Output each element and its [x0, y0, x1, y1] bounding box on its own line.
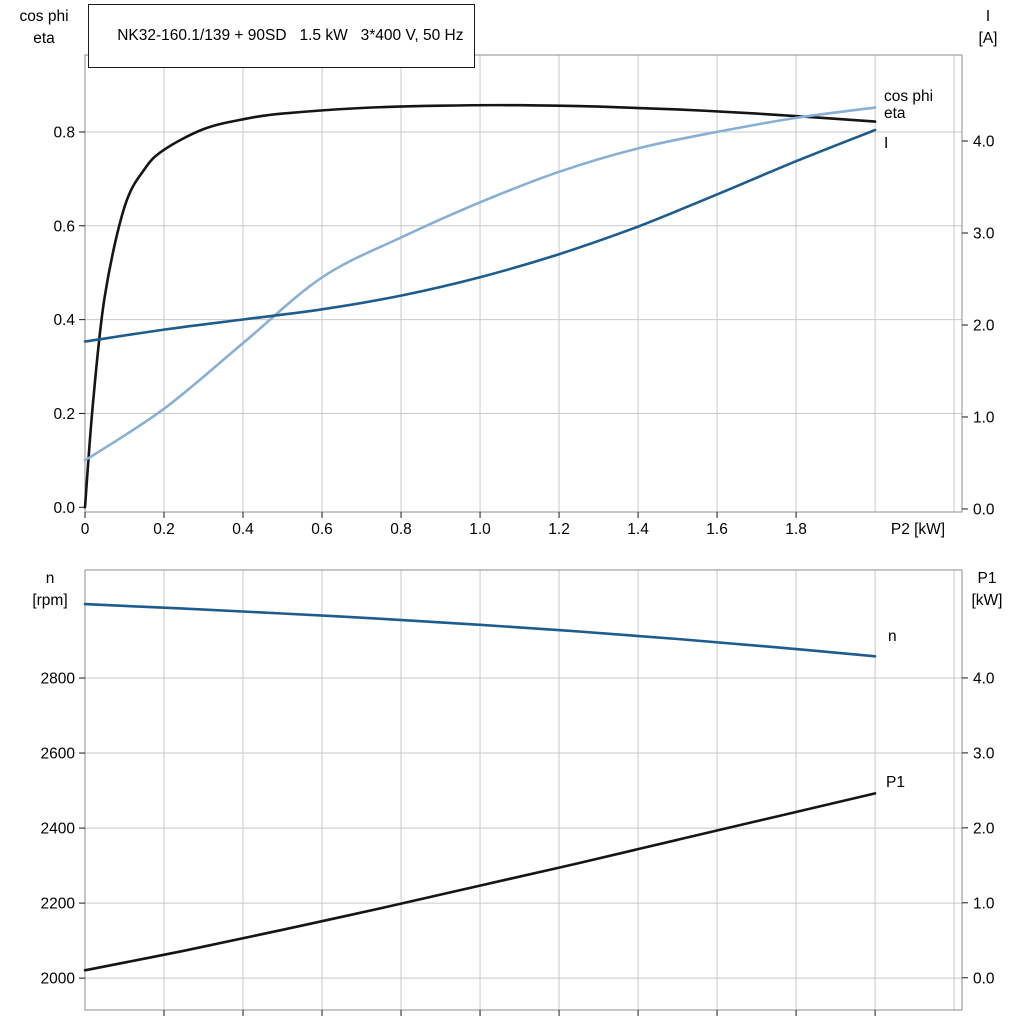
top-right-axis-title: I [A] [956, 6, 1020, 50]
right-axis-tick-label: 2.0 [973, 317, 995, 334]
series-cos-phi-label: cos phi [884, 88, 933, 105]
left-axis-tick-label: 0.6 [53, 218, 75, 235]
series-n-curve [83, 602, 877, 658]
series-cos-phi-curve [83, 106, 877, 462]
x-axis-tick-label: 1.4 [627, 521, 649, 538]
x-axis-tick-label: 1.6 [706, 521, 728, 538]
left-axis-tick-label: 2400 [41, 821, 76, 838]
left-axis-tick-label: 0.0 [53, 500, 75, 517]
x-axis-tick-label: 0 [81, 521, 90, 538]
right-axis-tick-label: 0.0 [973, 970, 995, 987]
left-axis-tick-label: 2000 [41, 971, 76, 988]
series-I-curve [83, 128, 877, 343]
bottom-right-axis-title: P1 [kW] [954, 568, 1020, 612]
left-axis-tick-label: 2600 [41, 746, 76, 763]
axis-title-line: [A] [978, 30, 998, 47]
x-axis-tick-label: 0.4 [232, 521, 254, 538]
right-axis-tick-label: 3.0 [973, 745, 995, 762]
x-axis-tick-label: 1.8 [785, 521, 807, 538]
chart-speed-input-power: 2000 2200 2400 2600 2800 0.0 1.0 2.0 3.0 4.0 n P1 [41, 569, 995, 1016]
left-axis-tick-label: 0.2 [53, 406, 75, 423]
plot-frame [84, 54, 963, 513]
series-eta-label: eta [884, 105, 906, 122]
series-P1-curve [83, 792, 877, 972]
chart-title: NK32-160.1/139 + 90SD 1.5 kW 3*400 V, 50… [117, 27, 464, 44]
axis-title-line: eta [33, 30, 55, 47]
right-axis-tick-label: 0.0 [973, 501, 995, 518]
axis-title-line: [kW] [971, 592, 1003, 609]
bottom-left-axis-title: n [rpm] [12, 568, 88, 612]
right-axis-tick-label: 1.0 [973, 409, 995, 426]
x-axis-label: P2 [kW] [891, 521, 945, 538]
x-axis-tick-label: 1.0 [469, 521, 491, 538]
right-axis-tick-label: 3.0 [973, 225, 995, 242]
left-axis-tick-label: 2800 [41, 671, 76, 688]
x-axis-tick-label: 0.6 [311, 521, 333, 538]
left-axis-tick-label: 0.4 [53, 312, 75, 329]
right-axis-tick-label: 4.0 [973, 134, 995, 151]
left-axis-tick-label: 2200 [41, 896, 76, 913]
x-axis-tick-label: 0.8 [390, 521, 412, 538]
axis-title-line: [rpm] [32, 592, 68, 609]
series-I-label: I [884, 135, 888, 152]
left-axis-tick-label: 0.8 [53, 124, 75, 141]
chart-motor-efficiency-current: 0.0 0.2 0.4 0.6 0.8 0.0 1.0 2.0 3.0 4.0 0 0.2 0.4 0.6… [53, 54, 995, 538]
series-P1-label: P1 [886, 774, 905, 791]
chart-title-box: NK32-160.1/139 + 90SD 1.5 kW 3*400 V, 50… [88, 4, 476, 68]
right-axis-tick-label: 1.0 [973, 895, 995, 912]
series-n-label: n [888, 628, 897, 645]
axis-title-line: P1 [977, 570, 997, 587]
axis-title-line: n [45, 570, 55, 587]
plot-frame [84, 569, 963, 1011]
axis-title-line: cos phi [19, 8, 69, 25]
right-axis-tick-label: 2.0 [973, 820, 995, 837]
right-axis-tick-label: 4.0 [973, 670, 995, 687]
axis-title-line: I [985, 8, 991, 25]
x-axis-tick-label: 1.2 [548, 521, 570, 538]
series-eta-curve [83, 103, 877, 509]
top-left-axis-title: cos phi eta [8, 6, 80, 50]
x-axis-tick-label: 0.2 [153, 521, 175, 538]
